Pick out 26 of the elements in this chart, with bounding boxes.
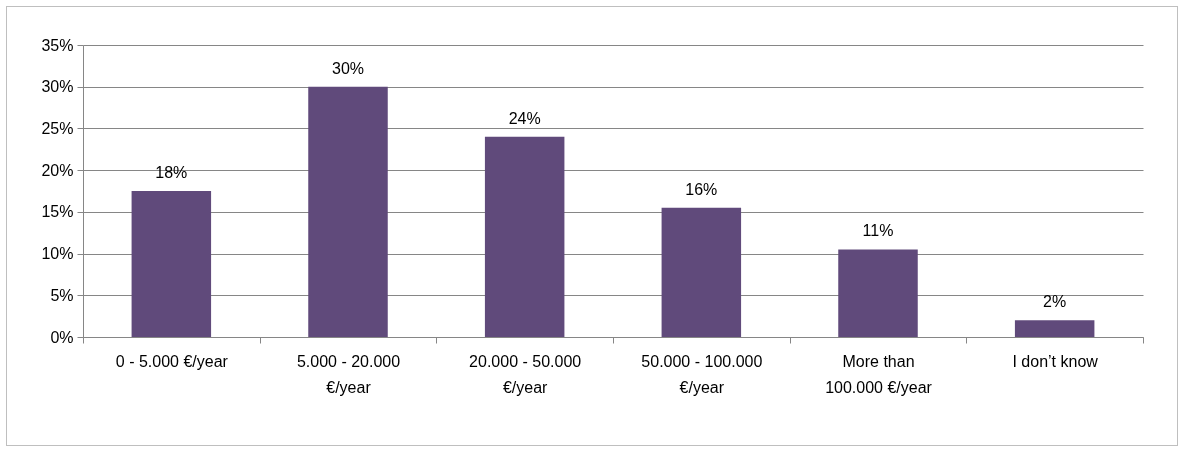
x-tick-label: 20.000 - 50.000 €/year bbox=[469, 352, 582, 396]
y-tick-label: 25% bbox=[41, 119, 74, 137]
x-tick-label: 50.000 - 100.000 €/year bbox=[641, 352, 763, 396]
bar bbox=[838, 249, 918, 337]
y-tick-label: 20% bbox=[41, 161, 74, 179]
data-label: 18% bbox=[155, 164, 188, 181]
y-tick-label: 30% bbox=[41, 78, 74, 96]
y-tick-label: 5% bbox=[50, 286, 74, 304]
data-label: 2% bbox=[1043, 293, 1067, 311]
x-tick-label: 0 - 5.000 €/year bbox=[115, 352, 229, 370]
x-tick-label: I don’t know bbox=[1012, 352, 1099, 370]
bar bbox=[661, 207, 742, 337]
bar bbox=[484, 136, 565, 337]
data-label: 24% bbox=[508, 109, 541, 127]
data-label: 30% bbox=[331, 59, 365, 77]
bar bbox=[131, 191, 212, 337]
x-tick-label: More than 100.000 €/year bbox=[825, 352, 933, 396]
y-tick-label: 0% bbox=[50, 328, 74, 346]
x-tick-label: 5.000 - 20.000 €/year bbox=[296, 352, 401, 396]
y-tick-label: 15% bbox=[41, 203, 74, 221]
y-tick-label: 35% bbox=[41, 36, 74, 54]
data-label: 16% bbox=[685, 180, 718, 198]
bar bbox=[308, 86, 388, 337]
bar bbox=[1014, 320, 1095, 337]
y-tick-label: 10% bbox=[41, 245, 74, 263]
data-label: 11% bbox=[862, 222, 894, 240]
